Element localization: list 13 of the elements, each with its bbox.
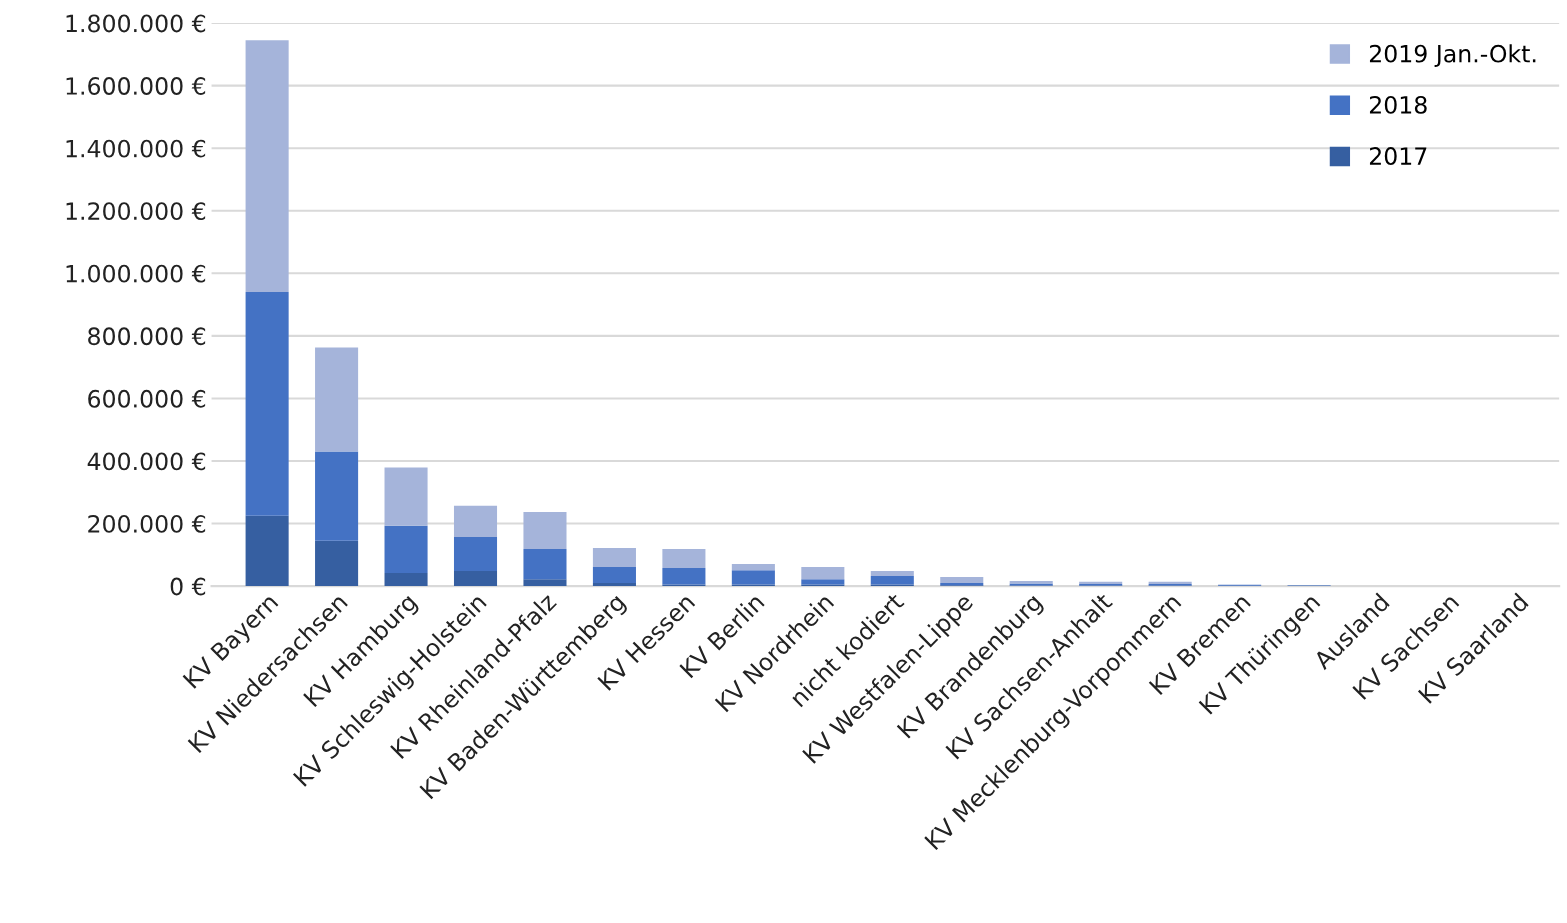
legend-label: 2018 xyxy=(1369,95,1427,114)
y-tick-label: 0 € xyxy=(170,577,206,596)
y-tick-label: 1.600.000 € xyxy=(66,77,206,95)
legend-label: 2017 xyxy=(1369,147,1427,165)
y-tick-label: 1.400.000 € xyxy=(66,139,206,158)
legend-label: 2019 Jan.-Okt. xyxy=(1369,44,1536,67)
y-tick-label: 400.000 € xyxy=(87,452,206,471)
y-tick-label: 1.200.000 € xyxy=(66,202,206,221)
y-tick-label: 600.000 € xyxy=(88,389,206,408)
y-tick-label: 200.000 € xyxy=(88,514,206,533)
y-tick-label: 1.000.000 € xyxy=(66,264,206,283)
y-tick-label: 1.800.000 € xyxy=(66,14,206,33)
y-tick-label: 800.000 € xyxy=(88,327,206,346)
